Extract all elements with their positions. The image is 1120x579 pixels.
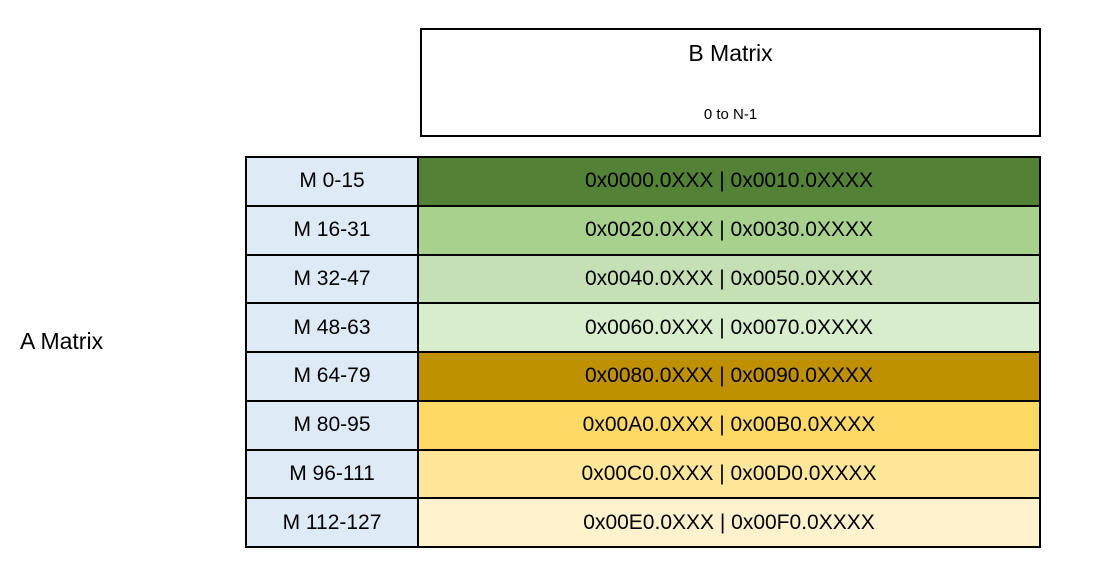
matrix-row: M 96-111 0x00C0.0XXX | 0x00D0.0XXXX: [247, 448, 1039, 498]
row-address-value: 0x00A0.0XXX | 0x00B0.0XXXX: [419, 401, 1039, 449]
row-address-value: 0x00C0.0XXX | 0x00D0.0XXXX: [419, 450, 1039, 498]
row-range-label: M 112-127: [247, 499, 419, 546]
row-range-label: M 96-111: [247, 450, 419, 498]
matrix-row: M 80-95 0x00A0.0XXX | 0x00B0.0XXXX: [247, 399, 1039, 449]
row-address-value: 0x0080.0XXX | 0x0090.0XXXX: [419, 353, 1039, 400]
row-range-label: M 0-15: [247, 158, 419, 205]
row-range-label: M 64-79: [247, 353, 419, 400]
a-matrix-table: M 0-15 0x0000.0XXX | 0x0010.0XXXX M 16-3…: [245, 156, 1041, 548]
a-matrix-label: A Matrix: [20, 328, 104, 354]
row-range-label: M 16-31: [247, 206, 419, 254]
row-address-value: 0x0000.0XXX | 0x0010.0XXXX: [419, 158, 1039, 205]
row-range-label: M 80-95: [247, 401, 419, 449]
matrix-row: M 32-47 0x0040.0XXX | 0x0050.0XXXX: [247, 253, 1039, 303]
matrix-row: M 0-15 0x0000.0XXX | 0x0010.0XXXX: [247, 158, 1039, 205]
b-matrix-title: B Matrix: [688, 40, 773, 66]
matrix-row: M 16-31 0x0020.0XXX | 0x0030.0XXXX: [247, 204, 1039, 254]
row-address-value: 0x0020.0XXX | 0x0030.0XXXX: [419, 206, 1039, 254]
matrix-row: M 48-63 0x0060.0XXX | 0x0070.0XXXX: [247, 302, 1039, 351]
row-address-value: 0x00E0.0XXX | 0x00F0.0XXXX: [419, 499, 1039, 546]
b-matrix-box: B Matrix 0 to N-1: [420, 28, 1041, 137]
row-range-label: M 48-63: [247, 304, 419, 351]
b-matrix-range-label: 0 to N-1: [703, 106, 758, 123]
matrix-row: M 64-79 0x0080.0XXX | 0x0090.0XXXX: [247, 351, 1039, 400]
row-address-value: 0x0060.0XXX | 0x0070.0XXXX: [419, 304, 1039, 351]
matrix-row: M 112-127 0x00E0.0XXX | 0x00F0.0XXXX: [247, 497, 1039, 546]
row-address-value: 0x0040.0XXX | 0x0050.0XXXX: [419, 255, 1039, 303]
row-range-label: M 32-47: [247, 255, 419, 303]
